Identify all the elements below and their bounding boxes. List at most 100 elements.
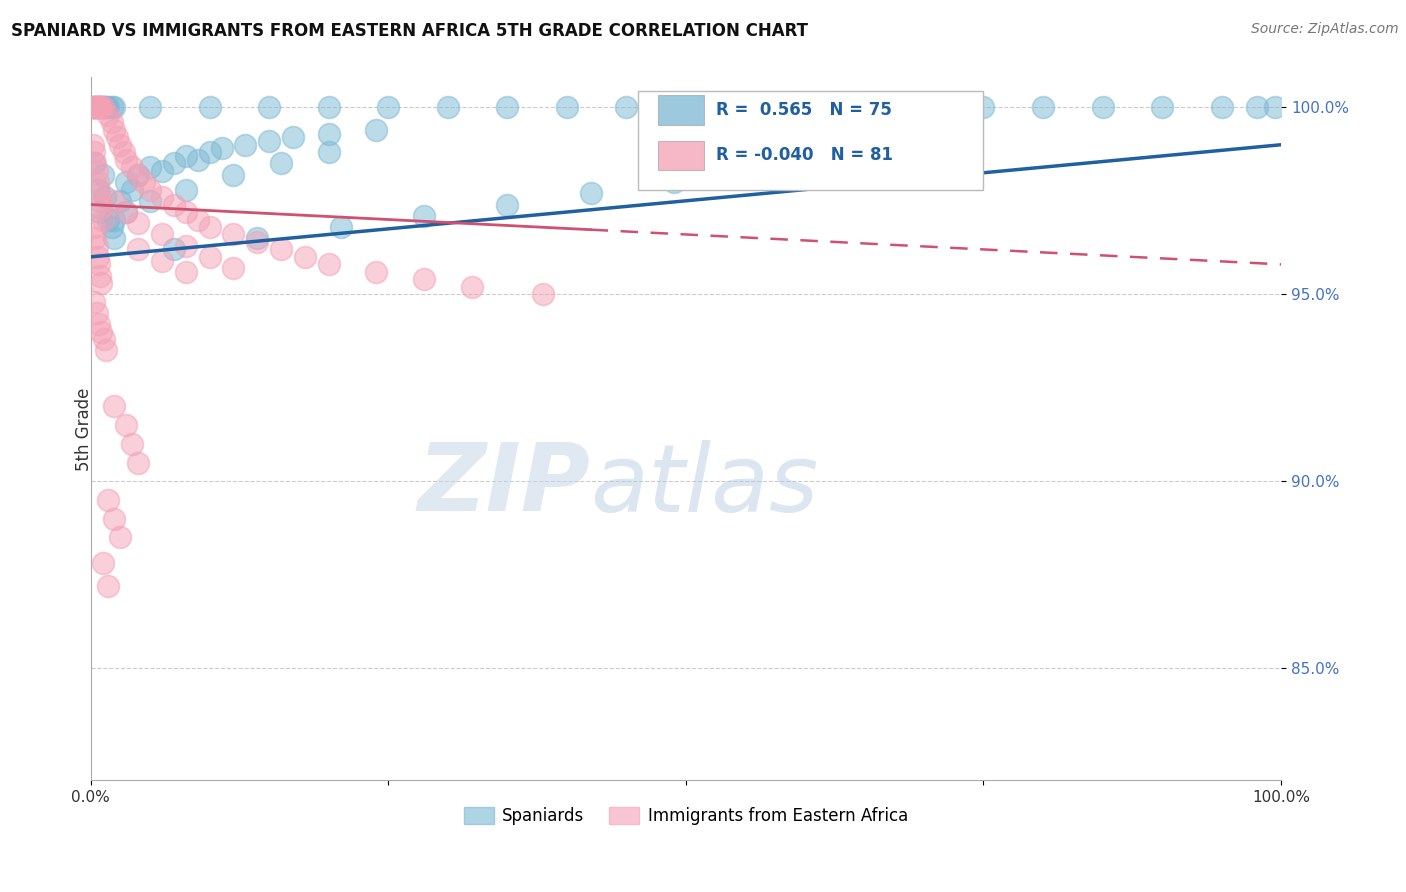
Point: [82, 100, 104, 114]
Point: [318, 127, 340, 141]
Point: [103, 122, 125, 136]
Point: [93, 332, 115, 346]
Point: [97, 212, 120, 227]
Point: [101, 115, 124, 129]
Point: [83, 145, 105, 160]
Point: [163, 156, 186, 170]
Point: [89, 100, 111, 114]
Point: [460, 280, 482, 294]
Point: [734, 100, 756, 114]
Point: [115, 153, 138, 167]
Point: [163, 197, 186, 211]
Point: [121, 183, 143, 197]
Point: [121, 437, 143, 451]
Point: [101, 219, 124, 234]
Point: [222, 168, 245, 182]
Point: [97, 108, 120, 122]
Point: [127, 216, 149, 230]
Point: [150, 164, 173, 178]
Point: [103, 100, 125, 114]
Point: [86, 164, 108, 178]
Point: [366, 122, 388, 136]
Point: [281, 130, 304, 145]
Point: [121, 160, 143, 174]
Text: ZIP: ZIP: [418, 439, 591, 531]
Point: [103, 231, 125, 245]
Point: [110, 137, 132, 152]
Point: [163, 243, 186, 257]
Point: [89, 100, 111, 114]
Point: [270, 243, 292, 257]
Point: [1091, 100, 1114, 114]
Point: [103, 511, 125, 525]
Point: [187, 153, 209, 167]
Point: [222, 227, 245, 242]
Point: [662, 175, 685, 189]
Point: [94, 343, 117, 358]
Point: [222, 261, 245, 276]
Point: [150, 227, 173, 242]
Point: [187, 212, 209, 227]
Point: [83, 100, 105, 114]
Point: [90, 325, 112, 339]
Point: [318, 257, 340, 271]
Point: [1150, 100, 1173, 114]
Point: [1211, 100, 1233, 114]
Point: [89, 268, 111, 283]
Point: [174, 238, 197, 252]
Point: [103, 400, 125, 414]
Point: [579, 186, 602, 201]
FancyBboxPatch shape: [638, 92, 983, 190]
Point: [318, 100, 340, 114]
Point: [853, 100, 876, 114]
Point: [91, 168, 114, 182]
Point: [97, 100, 120, 114]
Point: [246, 235, 269, 249]
Point: [94, 100, 117, 114]
Point: [87, 250, 110, 264]
Text: R = -0.040   N = 81: R = -0.040 N = 81: [716, 146, 893, 164]
Y-axis label: 5th Grade: 5th Grade: [75, 387, 93, 471]
Point: [174, 149, 197, 163]
Point: [115, 205, 138, 219]
Point: [83, 100, 105, 114]
Point: [198, 100, 221, 114]
Point: [110, 530, 132, 544]
Point: [614, 100, 637, 114]
Text: SPANIARD VS IMMIGRANTS FROM EASTERN AFRICA 5TH GRADE CORRELATION CHART: SPANIARD VS IMMIGRANTS FROM EASTERN AFRI…: [11, 22, 808, 40]
Point: [366, 265, 388, 279]
Point: [139, 160, 162, 174]
Point: [82, 100, 104, 114]
Point: [84, 100, 107, 114]
Point: [90, 100, 112, 114]
Point: [87, 100, 110, 114]
Point: [87, 175, 110, 189]
Point: [1032, 100, 1054, 114]
Point: [972, 100, 994, 114]
Point: [87, 317, 110, 331]
Point: [94, 190, 117, 204]
Point: [86, 238, 108, 252]
Point: [1264, 100, 1286, 114]
Point: [115, 418, 138, 433]
Point: [89, 205, 111, 219]
Text: Source: ZipAtlas.com: Source: ZipAtlas.com: [1251, 22, 1399, 37]
Point: [97, 579, 120, 593]
Point: [105, 130, 128, 145]
Point: [127, 243, 149, 257]
Point: [83, 156, 105, 170]
Point: [294, 250, 316, 264]
Point: [83, 219, 105, 234]
Point: [87, 100, 110, 114]
Point: [84, 231, 107, 245]
Point: [270, 156, 292, 170]
Point: [84, 100, 107, 114]
Point: [115, 205, 138, 219]
Point: [139, 100, 162, 114]
Bar: [658, 95, 704, 125]
Point: [87, 183, 110, 197]
Point: [87, 100, 110, 114]
Point: [82, 137, 104, 152]
Point: [97, 492, 120, 507]
Point: [83, 294, 105, 309]
